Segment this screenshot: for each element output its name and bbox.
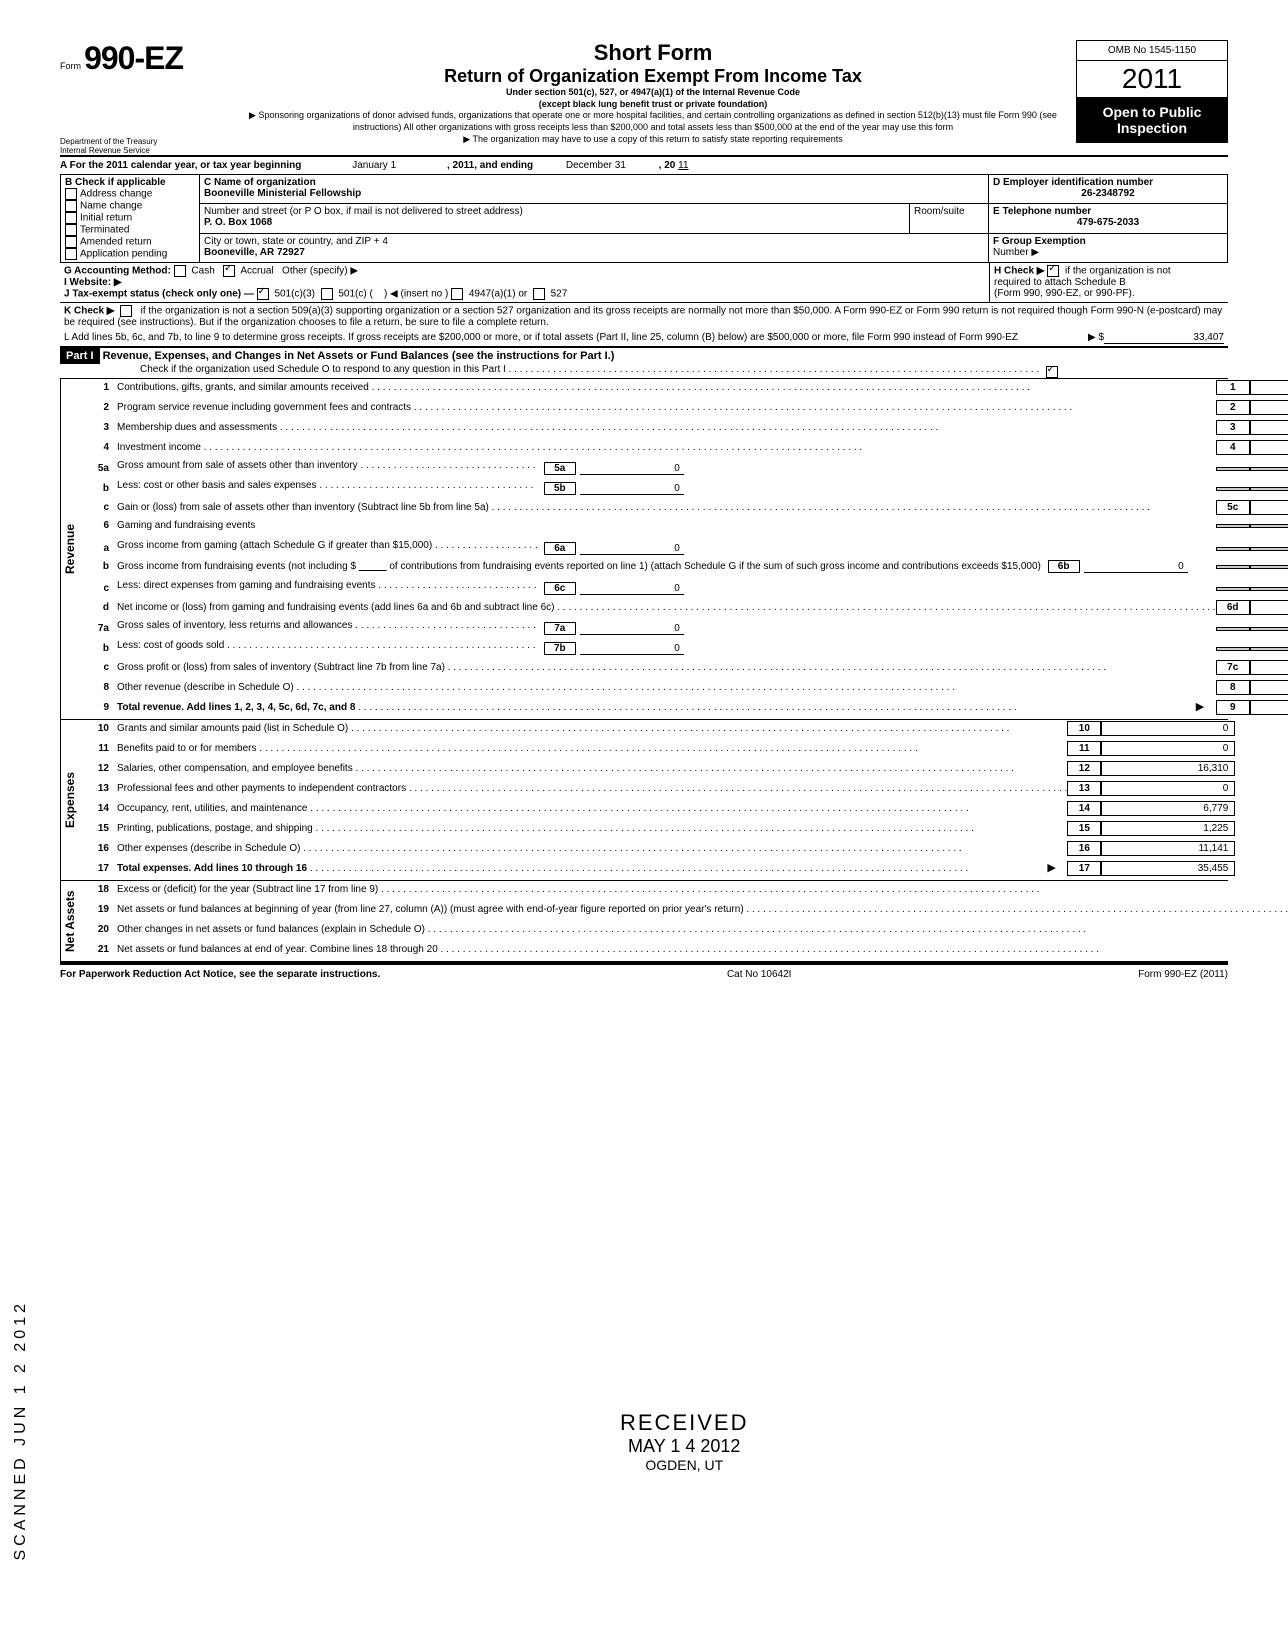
check-name-change[interactable]: Name change [65, 200, 195, 212]
line5c-val: 0 [1250, 500, 1288, 515]
line6a-val: 0 [580, 543, 684, 555]
title-sub: Return of Organization Exempt From Incom… [240, 66, 1066, 87]
sched-o-check: Check if the organization used Schedule … [60, 364, 1228, 378]
line-h: H Check ▶ if the organization is not req… [989, 263, 1228, 302]
expenses-label: Expenses [60, 720, 79, 880]
check-501c3[interactable] [257, 288, 269, 300]
form-header: Form 990-EZ Department of the Treasury I… [60, 40, 1228, 155]
line-k: K Check ▶ if the organization is not a s… [60, 303, 1228, 330]
line8-val: 0 [1250, 680, 1288, 695]
section-f-label: F Group Exemption [993, 236, 1086, 247]
line13-val: 0 [1101, 781, 1235, 796]
line17-val: 35,455 [1101, 861, 1235, 876]
line5b-val: 0 [580, 483, 684, 495]
check-address-change[interactable]: Address change [65, 188, 195, 200]
dept-2: Internal Revenue Service [60, 146, 230, 155]
line7c-val: 0 [1250, 660, 1288, 675]
line5a-val: 0 [580, 463, 684, 475]
line2-val: 0 [1250, 400, 1288, 415]
omb-number: OMB No 1545-1150 [1077, 41, 1227, 61]
org-name: Booneville Ministerial Fellowship [204, 188, 361, 199]
line11-val: 0 [1101, 741, 1235, 756]
line1-val: 33,407 [1250, 380, 1288, 395]
check-pending[interactable]: Application pending [65, 248, 195, 260]
tax-year: 2011 [1077, 61, 1227, 98]
phone: 479-675-2033 [1077, 217, 1139, 228]
received-stamp: RECEIVED MAY 1 4 2012 OGDEN, UT [620, 1410, 748, 1473]
line-j: J Tax-exempt status (check only one) — 5… [64, 288, 985, 300]
line6b-val: 0 [1084, 561, 1188, 573]
line12-val: 16,310 [1101, 761, 1235, 776]
check-initial-return[interactable]: Initial return [65, 212, 195, 224]
line10-val: 0 [1101, 721, 1235, 736]
check-527[interactable] [533, 288, 545, 300]
title-line4: ▶ The organization may have to use a cop… [240, 134, 1066, 146]
check-k[interactable] [120, 305, 132, 317]
cat-no: Cat No 10642I [727, 969, 792, 980]
section-c-label: C Name of organization [204, 177, 316, 188]
title-line3: ▶ Sponsoring organizations of donor advi… [240, 110, 1066, 133]
ein: 26-2348792 [1081, 188, 1134, 199]
footer: For Paperwork Reduction Act Notice, see … [60, 963, 1228, 980]
check-sched-o[interactable] [1046, 366, 1058, 378]
group-number-label: Number ▶ [993, 247, 1039, 258]
gross-receipts: 33,407 [1104, 332, 1224, 344]
org-info-table: B Check if applicable Address change Nam… [60, 174, 1228, 263]
open-public: Open to PublicInspection [1077, 98, 1227, 142]
city-label: City or town, state or country, and ZIP … [204, 236, 388, 247]
check-schedule-b[interactable] [1047, 265, 1059, 277]
section-b-label: B Check if applicable [65, 177, 195, 188]
expenses-section: Expenses 10Grants and similar amounts pa… [60, 719, 1228, 880]
line7a-val: 0 [580, 623, 684, 635]
form-prefix: Form [60, 61, 81, 71]
org-address: P. O. Box 1068 [204, 217, 272, 228]
line3-val: 0 [1250, 420, 1288, 435]
form-number: 990-EZ [84, 40, 183, 76]
dept-1: Department of the Treasury [60, 137, 230, 146]
netassets-section: Net Assets 18Excess or (deficit) for the… [60, 880, 1228, 963]
addr-label: Number and street (or P O box, if mail i… [204, 206, 523, 217]
scanned-stamp: SCANNED JUN 1 2 2012 [12, 1300, 30, 1561]
right-box: OMB No 1545-1150 2011 Open to PublicInsp… [1076, 40, 1228, 143]
check-4947[interactable] [451, 288, 463, 300]
check-amended[interactable]: Amended return [65, 236, 195, 248]
line14-val: 6,779 [1101, 801, 1235, 816]
line-g: G Accounting Method: Cash Accrual Other … [64, 265, 985, 277]
check-terminated[interactable]: Terminated [65, 224, 195, 236]
revenue-label: Revenue [60, 379, 79, 719]
line15-val: 1,225 [1101, 821, 1235, 836]
line7b-val: 0 [580, 643, 684, 655]
section-d-label: D Employer identification number [993, 177, 1153, 188]
check-cash[interactable] [174, 265, 186, 277]
line16-val: 11,141 [1101, 841, 1235, 856]
line-i: I Website: ▶ [64, 277, 985, 288]
line9-val: 33,407 [1250, 700, 1288, 715]
line-a: A For the 2011 calendar year, or tax yea… [60, 157, 1228, 174]
org-city: Booneville, AR 72927 [204, 247, 305, 258]
form-ref: Form 990-EZ (2011) [1138, 969, 1228, 980]
line-l: L Add lines 5b, 6c, and 7b, to line 9 to… [60, 330, 1228, 348]
title-line1: Under section 501(c), 527, or 4947(a)(1)… [240, 87, 1066, 99]
revenue-section: Revenue 1Contributions, gifts, grants, a… [60, 378, 1228, 719]
title-line2: (except black lung benefit trust or priv… [240, 99, 1066, 111]
line6d-val: 0 [1250, 600, 1288, 615]
check-501c[interactable] [321, 288, 333, 300]
netassets-label: Net Assets [60, 881, 79, 961]
section-e-label: E Telephone number [993, 206, 1091, 217]
room-suite-label: Room/suite [910, 204, 989, 233]
line6c-val: 0 [580, 583, 684, 595]
title-main: Short Form [240, 40, 1066, 66]
line4-val: 0 [1250, 440, 1288, 455]
check-accrual[interactable] [223, 265, 235, 277]
part1-header: Part I Revenue, Expenses, and Changes in… [60, 348, 1228, 364]
paperwork-notice: For Paperwork Reduction Act Notice, see … [60, 969, 380, 980]
